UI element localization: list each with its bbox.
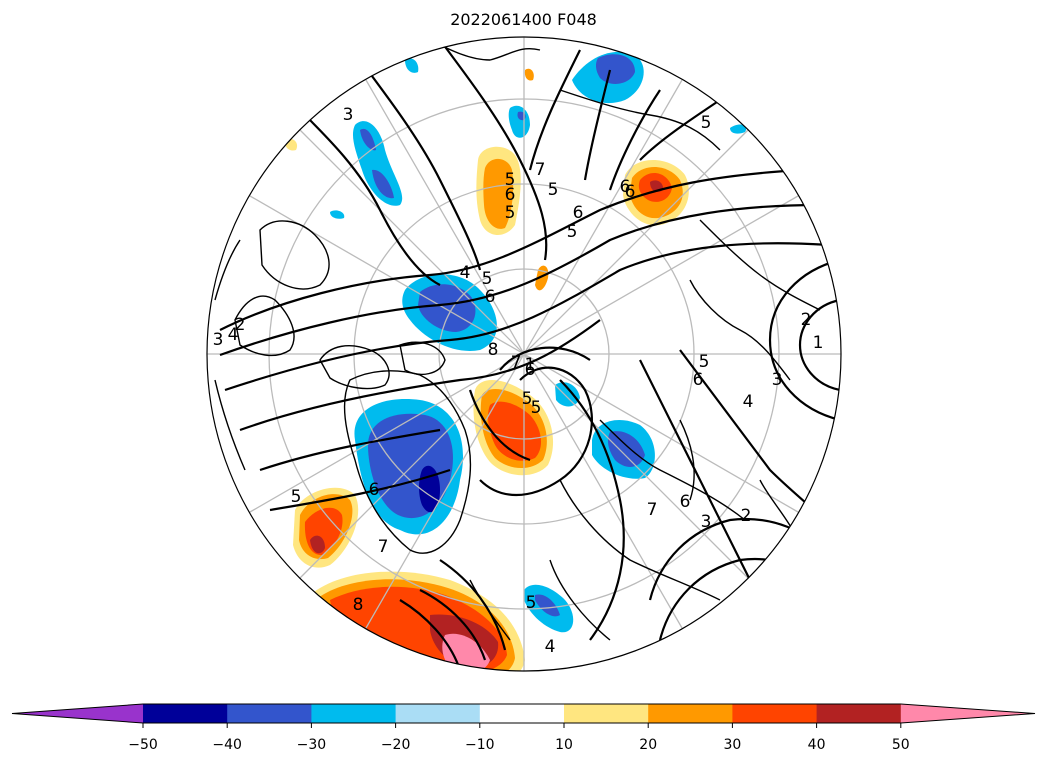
colorbar-tick-label: 40 [808, 737, 826, 753]
contour-label: 6 [625, 182, 636, 202]
contour-label: 8 [488, 340, 499, 360]
contour-label: 7 [378, 537, 389, 557]
contour-label: 6 [620, 177, 631, 197]
contour-label: 5 [567, 222, 578, 242]
colorbar-extend-high [900, 704, 1035, 723]
contour-label: 6 [693, 370, 704, 390]
colorbar-tick-label: −50 [128, 737, 158, 753]
contour-label: 2 [741, 506, 752, 526]
contour-label: 5 [291, 487, 302, 507]
graticule [207, 37, 841, 671]
contour-label: 4 [460, 263, 471, 283]
contour-label: 4 [545, 637, 556, 657]
contour-label: 3 [343, 105, 354, 125]
contour-label: 2 [801, 310, 812, 330]
contour-label: 8 [353, 595, 364, 615]
contour-label: 6 [505, 185, 516, 205]
contour-label: 7 [511, 353, 522, 373]
map-border [206, 36, 842, 672]
colorbar-bin [816, 704, 902, 723]
contour-label: 3 [701, 512, 712, 532]
colorbar-bin [143, 704, 228, 723]
colorbar-tick-label: 20 [639, 737, 657, 753]
colorbar: −50 −40 −30 −20 −10 10 20 30 40 50 [11, 703, 1036, 753]
contour-label: 6 [525, 360, 536, 380]
contour-label: 5 [531, 398, 542, 418]
contour-label: 3 [213, 330, 224, 350]
contour-label: 7 [647, 500, 658, 520]
colorbar-tick-label: 10 [555, 737, 573, 753]
contour-label: 5 [699, 352, 710, 372]
contour-label: 5 [701, 113, 712, 133]
contour-label: 6 [680, 492, 691, 512]
contour-label: 5 [505, 170, 516, 190]
contour-label: 4 [228, 325, 239, 345]
colorbar-tick-label: −40 [212, 737, 242, 753]
contour-label: 5 [505, 203, 516, 223]
colorbar-bin [564, 704, 649, 723]
colorbar-tick-label: −10 [465, 737, 495, 753]
colorbar-tick-label: 30 [723, 737, 741, 753]
colorbar-bin [479, 704, 565, 723]
colorbar-bin [648, 704, 733, 723]
contour-label: 2 [235, 315, 246, 335]
contour-label: 5 [522, 389, 533, 409]
contour-label: 5 [526, 593, 537, 613]
contour-label: 1 [813, 333, 824, 353]
colorbar-tick-label: 50 [892, 737, 910, 753]
colorbar-tick-label: −30 [297, 737, 327, 753]
colorbar-bin [732, 704, 818, 723]
contour-label: 7 [535, 160, 546, 180]
contour-label: 6 [369, 480, 380, 500]
contour-label: 5 [548, 180, 559, 200]
contour-label: 5 [482, 269, 493, 289]
colorbar-tick-label: −20 [381, 737, 411, 753]
contour-label: 3 [772, 370, 783, 390]
colorbar-bin [227, 704, 312, 723]
colorbar-bin [395, 704, 481, 723]
contour-label: 1 [525, 355, 536, 375]
map-title: 2022061400 F048 [450, 10, 597, 29]
colorbar-bin [311, 704, 397, 723]
colorbar-extend-low [12, 704, 143, 723]
contour-label: 6 [485, 287, 496, 307]
contour-label: 6 [573, 203, 584, 223]
contour-label: 4 [743, 392, 754, 412]
